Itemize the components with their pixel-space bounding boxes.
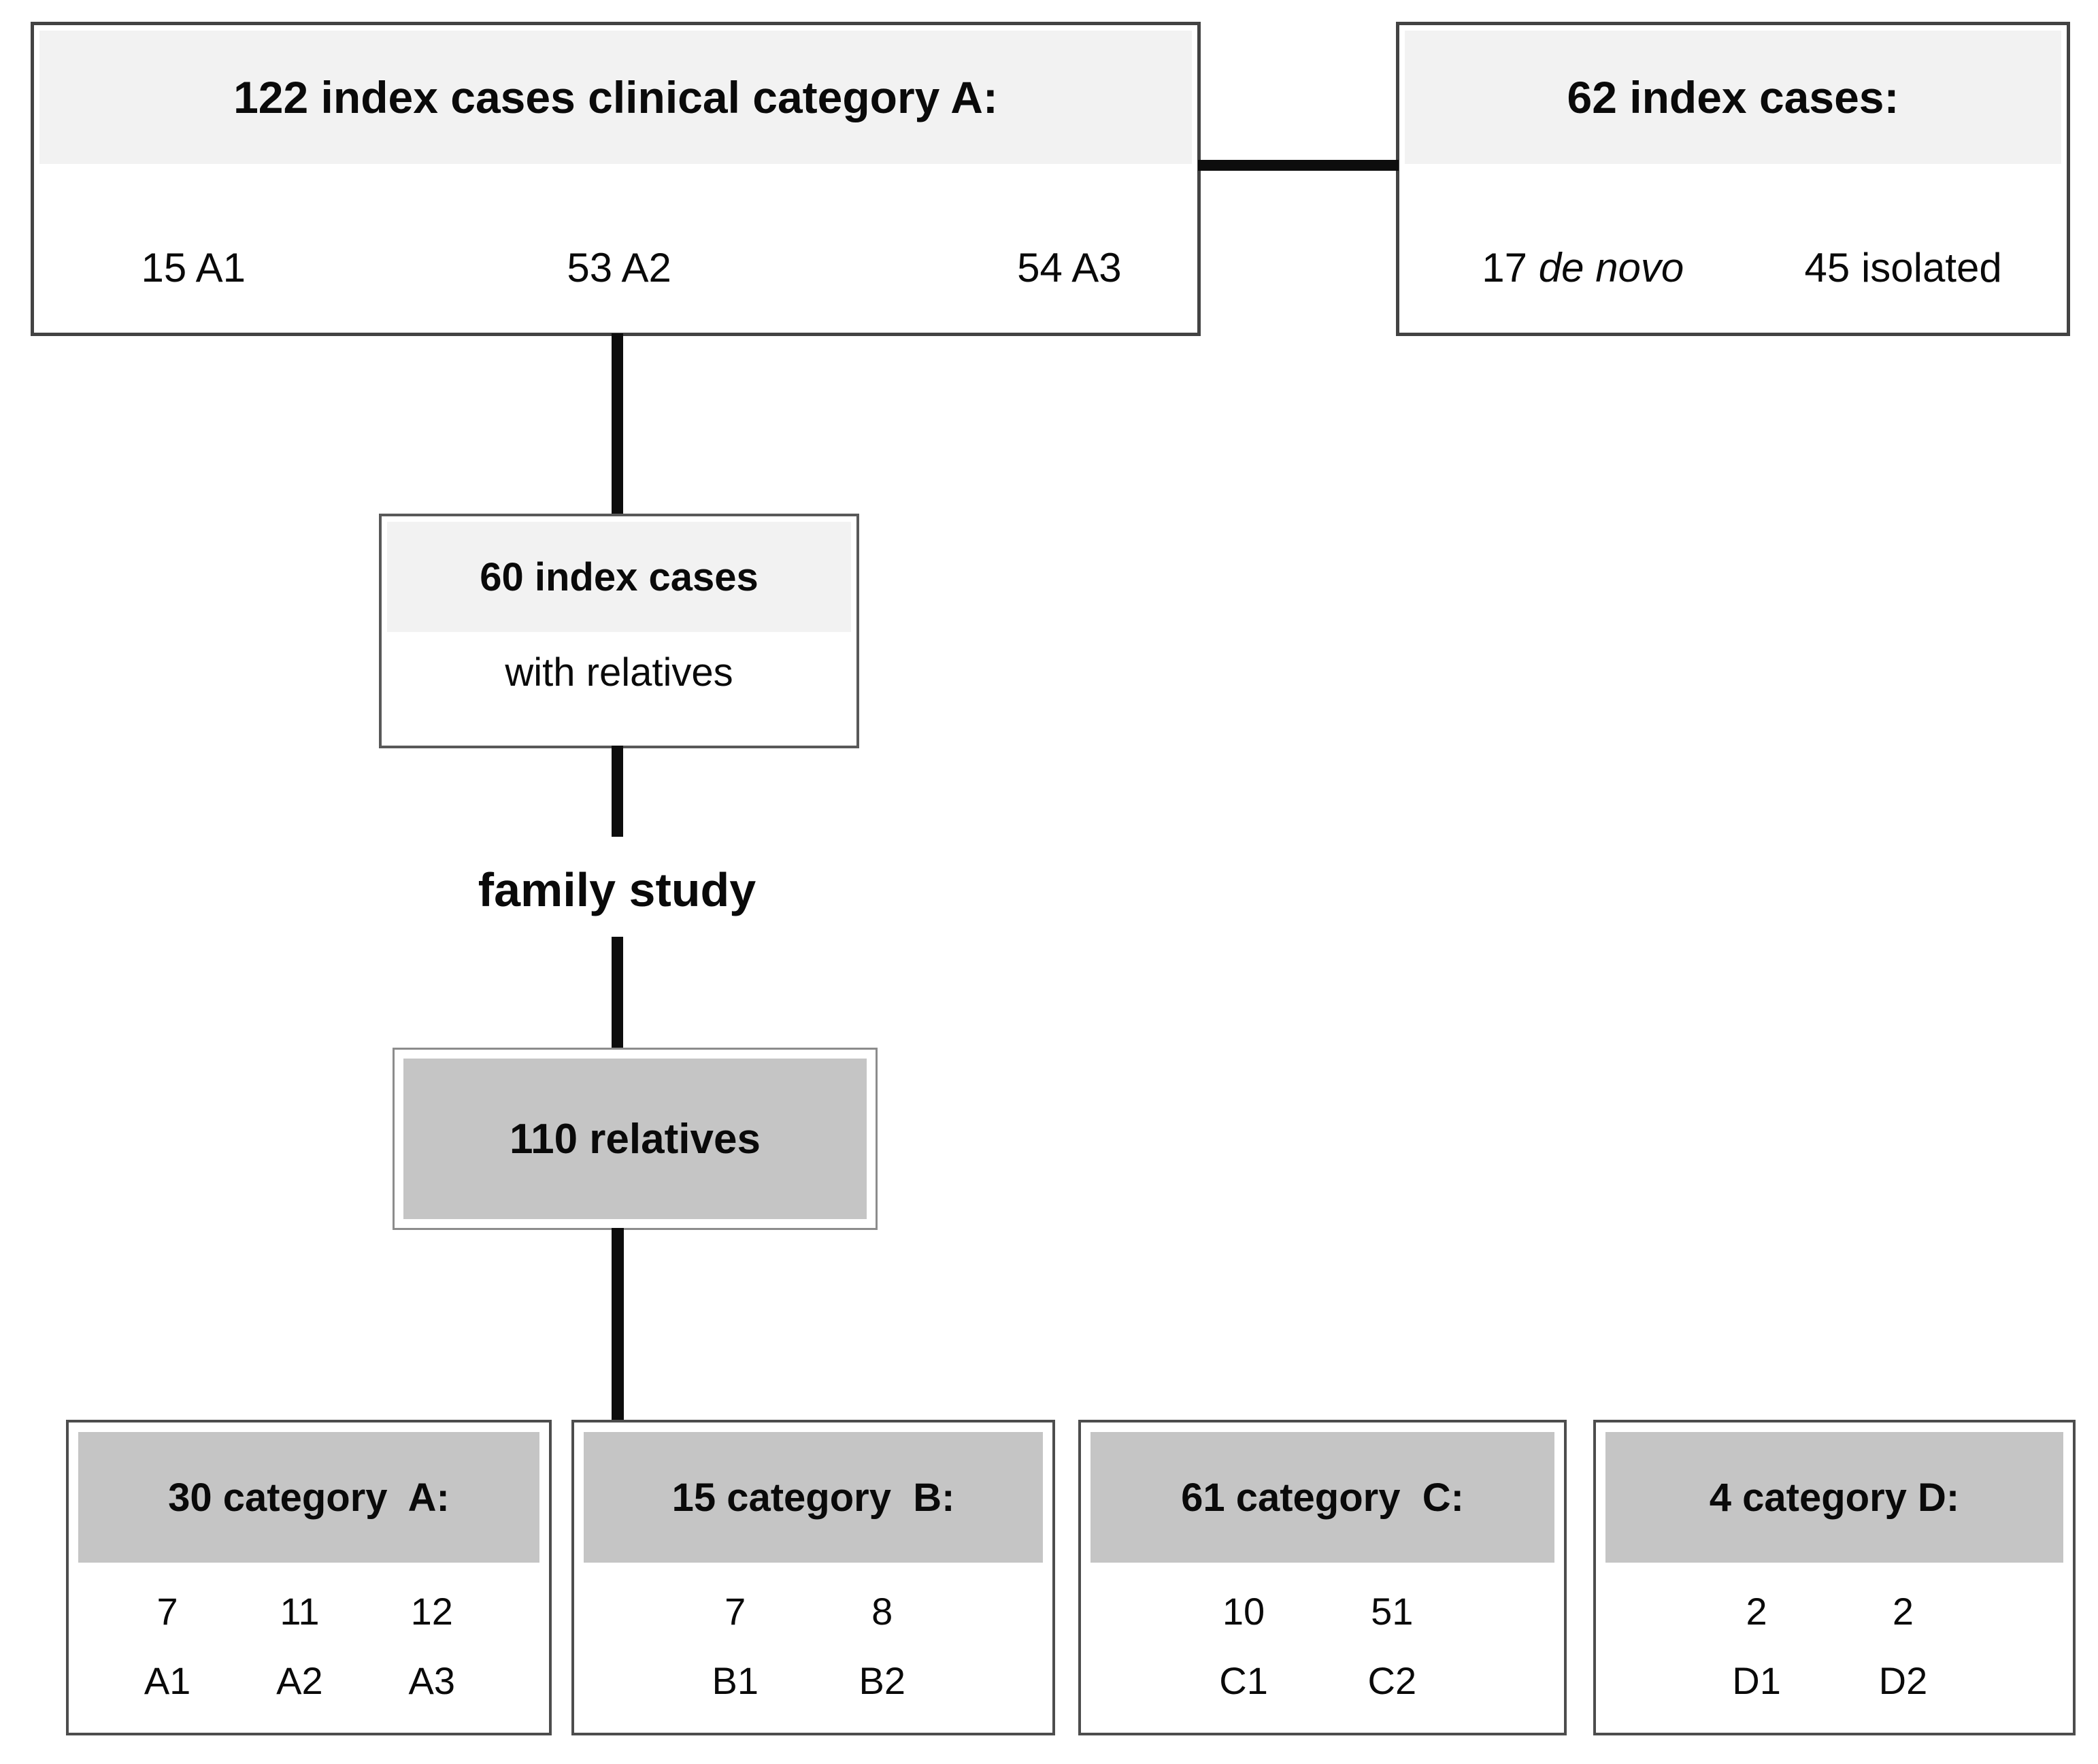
category-c-col-1: 10 C1 [1169,1590,1318,1703]
count-value: 7 [725,1590,746,1633]
count-label: D2 [1878,1659,1928,1702]
other-index-cases-title: 62 index cases: [1567,72,1899,122]
relatives-category-a-header: 30 category A: [78,1432,539,1563]
count-de-novo: 17 de novo [1482,245,1684,290]
count-label: C1 [1219,1659,1268,1702]
connector-top-boxes-line [1198,160,1399,171]
sixty-index-cases-title: 60 index cases [480,554,759,599]
relatives-box: 110 relatives [393,1048,878,1230]
relatives-category-d-columns: 2 D1 2 D2 [1605,1590,2063,1703]
category-a-col-3: 12 A3 [366,1590,498,1703]
count-label: B1 [712,1659,759,1702]
connector-to-sixty-box-line [612,333,623,515]
count-value: 2 [1746,1590,1767,1633]
relatives-category-a-columns: 7 A1 11 A2 12 A3 [78,1590,539,1703]
index-cases-category-a-header: 122 index cases clinical category A: [39,31,1192,164]
category-c-col-2: 51 C2 [1318,1590,1466,1703]
sixty-index-cases-box: 60 index cases with relatives [379,514,859,748]
relatives-category-c-box: 61 category C: 10 C1 51 C2 [1078,1420,1567,1735]
sixty-index-cases-subtitle: with relatives [505,650,733,695]
category-b-col-1: 7 B1 [662,1590,809,1703]
relatives-category-d-header: 4 category D: [1605,1432,2063,1563]
count-label: C2 [1367,1659,1417,1702]
count-isolated: 45 isolated [1804,245,2002,290]
relatives-category-b-header: 15 category B: [584,1432,1043,1563]
index-cases-category-a-title: 122 index cases clinical category A: [233,72,998,122]
relatives-category-c-columns: 10 C1 51 C2 [1090,1590,1554,1703]
relatives-box-title: 110 relatives [403,1059,867,1219]
sixty-index-cases-header: 60 index cases [387,522,851,632]
category-a-col-2: 11 A2 [233,1590,365,1703]
count-label: B2 [859,1659,906,1702]
category-d-col-2: 2 D2 [1830,1590,1976,1703]
count-label: A2 [276,1659,323,1702]
other-index-cases-counts: 17 de novo 45 isolated [1399,244,2067,292]
count-label: A3 [408,1659,456,1702]
relatives-category-d-box: 4 category D: 2 D1 2 D2 [1593,1420,2076,1735]
count-a1: 15 A1 [141,245,246,290]
count-value: 10 [1222,1590,1265,1633]
count-value: 12 [410,1590,453,1633]
count-label: D1 [1732,1659,1781,1702]
family-study-label: family study [478,863,756,916]
count-value: 7 [156,1590,178,1633]
relatives-category-b-columns: 7 B1 8 B2 [584,1590,1043,1703]
count-value: 11 [280,1590,320,1633]
count-value: 8 [871,1590,893,1633]
index-cases-category-a-box: 122 index cases clinical category A: 15 … [31,22,1201,336]
other-index-cases-header: 62 index cases: [1405,31,2061,164]
category-b-col-2: 8 B2 [809,1590,956,1703]
count-a2: 53 A2 [567,245,671,290]
category-a-col-1: 7 A1 [101,1590,233,1703]
relatives-category-b-box: 15 category B: 7 B1 8 B2 [571,1420,1055,1735]
connector-to-categories-line [612,1228,624,1421]
count-value: 51 [1371,1590,1414,1633]
de-novo-italic-label: de novo [1538,245,1684,290]
category-a-subtype-counts: 15 A1 53 A2 54 A3 [34,244,1197,292]
count-a3: 54 A3 [1017,245,1122,290]
relatives-category-a-box: 30 category A: 7 A1 11 A2 12 A3 [66,1420,552,1735]
relatives-category-c-header: 61 category C: [1090,1432,1554,1563]
count-label: A1 [144,1659,191,1702]
category-d-col-1: 2 D1 [1683,1590,1829,1703]
connector-to-family-study-line [612,746,623,837]
count-value: 2 [1892,1590,1914,1633]
connector-to-relatives-box-line [612,937,623,1049]
other-index-cases-box: 62 index cases: 17 de novo 45 isolated [1396,22,2070,336]
